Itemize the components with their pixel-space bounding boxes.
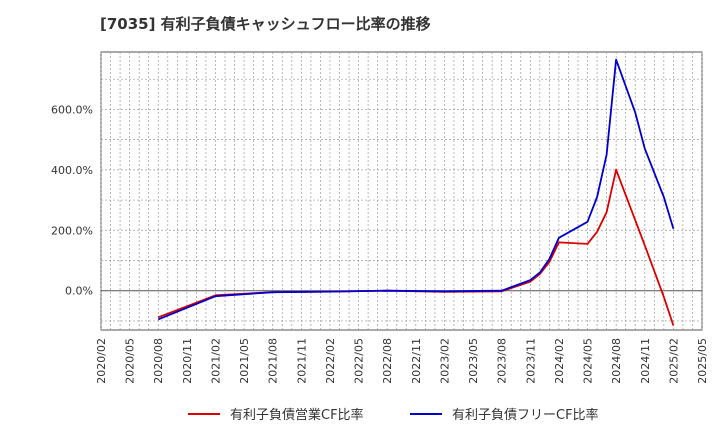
- x-tick-label: 2022/05: [353, 338, 366, 384]
- x-tick-label: 2025/05: [696, 338, 709, 384]
- x-tick-label: 2024/08: [610, 338, 623, 384]
- x-tick-label: 2023/11: [524, 338, 537, 384]
- x-tick-label: 2024/05: [582, 338, 595, 384]
- x-tick-label: 2021/08: [267, 338, 280, 384]
- x-tick-label: 2023/05: [467, 338, 480, 384]
- x-tick-label: 2021/11: [295, 338, 308, 384]
- x-tick-label: 2020/02: [95, 338, 108, 384]
- x-tick-label: 2024/11: [639, 338, 652, 384]
- y-tick-label: 600.0%: [51, 103, 93, 116]
- y-tick-label: 0.0%: [65, 285, 93, 298]
- y-tick-label: 200.0%: [51, 224, 93, 237]
- x-tick-label: 2021/05: [238, 338, 251, 384]
- x-tick-label: 2025/02: [667, 338, 680, 384]
- x-tick-label: 2023/02: [438, 338, 451, 384]
- legend-item-free-cf: 有利子負債フリーCF比率: [410, 404, 599, 423]
- x-tick-label: 2020/11: [181, 338, 194, 384]
- x-tick-label: 2024/02: [553, 338, 566, 384]
- chart-title: [7035] 有利子負債キャッシュフロー比率の推移: [100, 15, 431, 33]
- legend-label-operating-cf: 有利子負債営業CF比率: [230, 408, 364, 423]
- x-tick-label: 2022/02: [324, 338, 337, 384]
- x-tick-label: 2022/11: [410, 338, 423, 384]
- plot-area: [100, 51, 703, 331]
- legend-swatch-blue: [410, 412, 442, 415]
- x-tick-label: 2020/08: [152, 338, 165, 384]
- legend-item-operating-cf: 有利子負債営業CF比率: [188, 404, 364, 423]
- legend-label-free-cf: 有利子負債フリーCF比率: [452, 408, 599, 423]
- y-tick-label: 400.0%: [51, 164, 93, 177]
- series-line-free-cf: [157, 58, 675, 321]
- x-tick-label: 2023/08: [496, 338, 509, 384]
- legend-swatch-red: [188, 412, 220, 415]
- x-tick-label: 2021/02: [209, 338, 222, 384]
- x-tick-label: 2022/08: [381, 338, 394, 384]
- x-tick-label: 2020/05: [124, 338, 137, 384]
